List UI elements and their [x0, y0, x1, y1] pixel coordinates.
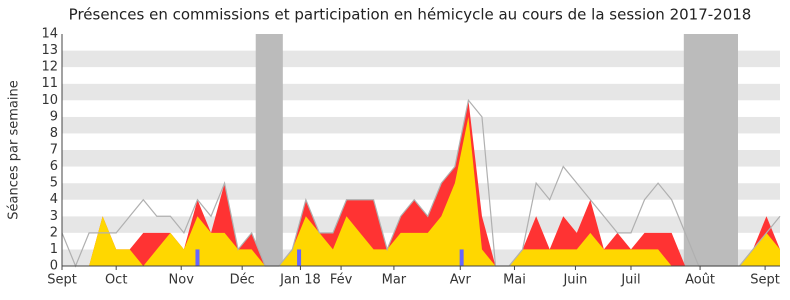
grid-stripe	[62, 150, 780, 167]
bar	[297, 249, 302, 266]
line	[61, 98, 781, 268]
x-tick-label: Juil	[620, 273, 640, 288]
x-tick-label: Sept	[750, 273, 780, 288]
bar	[459, 249, 464, 266]
grid-stripe	[62, 34, 780, 51]
y-tick-label: 13	[41, 43, 58, 58]
y-tick-label: 0	[50, 259, 58, 274]
grid-stripe	[62, 100, 780, 117]
grid-stripe	[62, 133, 780, 150]
x-tick-label: Mai	[503, 273, 526, 288]
grid-stripe	[62, 83, 780, 101]
vacation-band	[683, 34, 739, 266]
y-tick-label: 11	[41, 76, 58, 91]
vacation-band	[255, 34, 283, 266]
y-tick-label: 6	[50, 159, 58, 174]
y-tick-label: 5	[50, 176, 58, 191]
y-tick-label: 4	[50, 192, 58, 207]
x-tick-label: Oct	[105, 273, 127, 288]
grid-stripe	[62, 50, 780, 68]
grid-stripe	[62, 67, 780, 84]
x-tick-label: Mar	[382, 273, 407, 288]
x-tick-label: Août	[685, 273, 715, 288]
bar	[195, 249, 200, 266]
y-tick-label: 8	[50, 126, 58, 141]
chart-title: Présences en commissions et participatio…	[69, 6, 752, 24]
y-tick-label: 7	[50, 143, 58, 158]
y-tick-label: 14	[41, 27, 58, 42]
area	[62, 116, 780, 266]
x-tick-label: Juin	[562, 273, 587, 288]
y-tick-label: 9	[50, 109, 58, 124]
y-tick-label: 1	[50, 242, 58, 257]
grid-stripe	[62, 183, 780, 200]
y-axis-label: Séances par semaine	[7, 80, 22, 219]
y-tick-label: 3	[50, 209, 58, 224]
x-tick-label: Fév	[330, 273, 353, 288]
y-tick-label: 2	[50, 225, 58, 240]
grid-stripe	[62, 116, 780, 134]
x-tick-label: Jan 18	[279, 273, 321, 288]
y-tick-label: 12	[41, 60, 58, 75]
x-tick-label: Déc	[230, 273, 255, 288]
x-tick-label: Avr	[450, 273, 472, 288]
x-tick-label: Sept	[47, 273, 77, 288]
grid-stripe	[62, 166, 780, 184]
y-tick-label: 10	[41, 93, 58, 108]
x-tick-label: Nov	[169, 273, 195, 288]
